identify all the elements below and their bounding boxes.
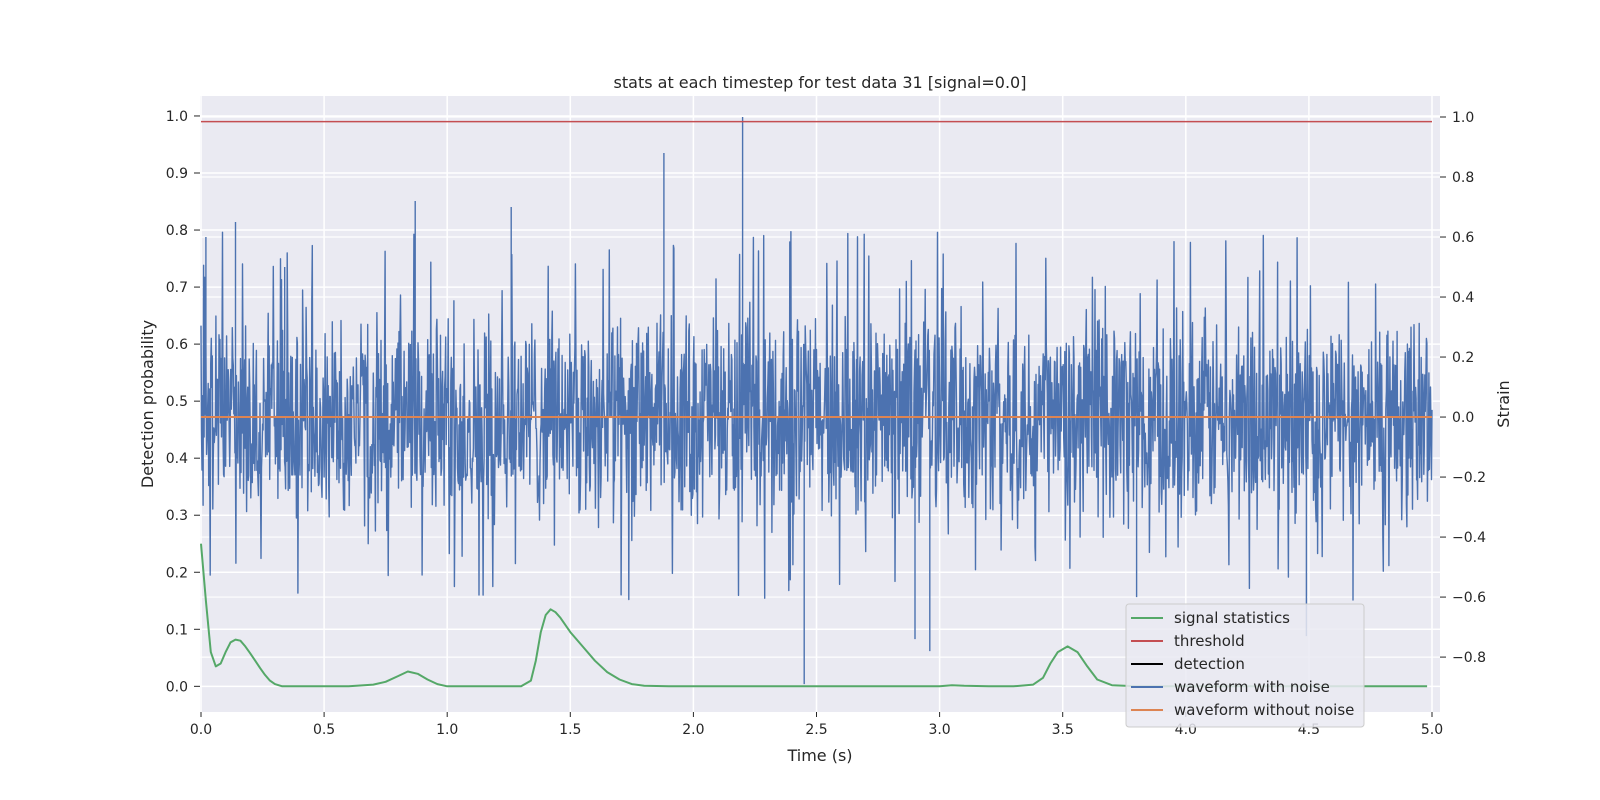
y-tick-label: 0.9 bbox=[166, 166, 188, 182]
y2-tick-label: 0.2 bbox=[1452, 350, 1474, 366]
y2-tick-label: −0.2 bbox=[1452, 470, 1486, 486]
x-tick-label: 1.5 bbox=[559, 722, 581, 738]
legend-box bbox=[1125, 603, 1365, 728]
y-tick-label: 0.5 bbox=[166, 394, 188, 410]
legend-label: waveform without noise bbox=[1174, 701, 1354, 719]
y2-tick-label: 0.8 bbox=[1452, 170, 1474, 186]
x-axis-label: Time (s) bbox=[786, 746, 852, 765]
y2-tick-label: 0.6 bbox=[1452, 230, 1474, 246]
legend-label: signal statistics bbox=[1174, 609, 1290, 627]
y2-tick-label: −0.8 bbox=[1452, 650, 1486, 666]
series-waveform-with-noise bbox=[200, 117, 1433, 685]
x-tick-label: 2.0 bbox=[682, 722, 704, 738]
x-tick-label: 3.5 bbox=[1052, 722, 1074, 738]
y-tick-label: 0.1 bbox=[166, 622, 188, 638]
y2-tick-label: 0.0 bbox=[1452, 410, 1474, 426]
x-tick-label: 3.0 bbox=[928, 722, 950, 738]
y-tick-label: 0.0 bbox=[166, 679, 188, 695]
legend-label: waveform with noise bbox=[1174, 678, 1330, 696]
y-tick-label: 0.3 bbox=[166, 508, 188, 524]
y2-tick-label: 0.4 bbox=[1452, 290, 1474, 306]
chart-title: stats at each timestep for test data 31 … bbox=[614, 73, 1027, 92]
y2-tick-label: −0.4 bbox=[1452, 530, 1486, 546]
y-tick-label: 0.2 bbox=[166, 565, 188, 581]
x-tick-label: 0.0 bbox=[190, 722, 212, 738]
y-tick-label: 1.0 bbox=[166, 109, 188, 125]
y2-axis-label: Strain bbox=[1494, 380, 1513, 427]
y-tick-label: 0.7 bbox=[166, 280, 188, 296]
y-tick-label: 0.6 bbox=[166, 337, 188, 353]
legend: signal statistics threshold detection wavef… bbox=[1125, 603, 1365, 728]
legend-label: detection bbox=[1174, 655, 1245, 673]
series-signal-statistics bbox=[200, 543, 1428, 688]
series-layer bbox=[200, 117, 1433, 688]
y-tick-label: 0.4 bbox=[166, 451, 188, 467]
x-tick-label: 0.5 bbox=[313, 722, 335, 738]
legend-label: threshold bbox=[1174, 632, 1245, 650]
x-tick-label: 2.5 bbox=[805, 722, 827, 738]
y-axis-label: Detection probability bbox=[138, 320, 157, 488]
x-tick-label: 5.0 bbox=[1421, 722, 1443, 738]
y2-tick-label: 1.0 bbox=[1452, 110, 1474, 126]
y-tick-label: 0.8 bbox=[166, 223, 188, 239]
x-tick-label: 1.0 bbox=[436, 722, 458, 738]
y2-tick-label: −0.6 bbox=[1452, 590, 1486, 606]
axes-layer: 0.0 0.5 1.0 1.5 2.0 2.5 3.0 3.5 4.0 4.5 5.00.00.10… bbox=[166, 109, 1486, 738]
